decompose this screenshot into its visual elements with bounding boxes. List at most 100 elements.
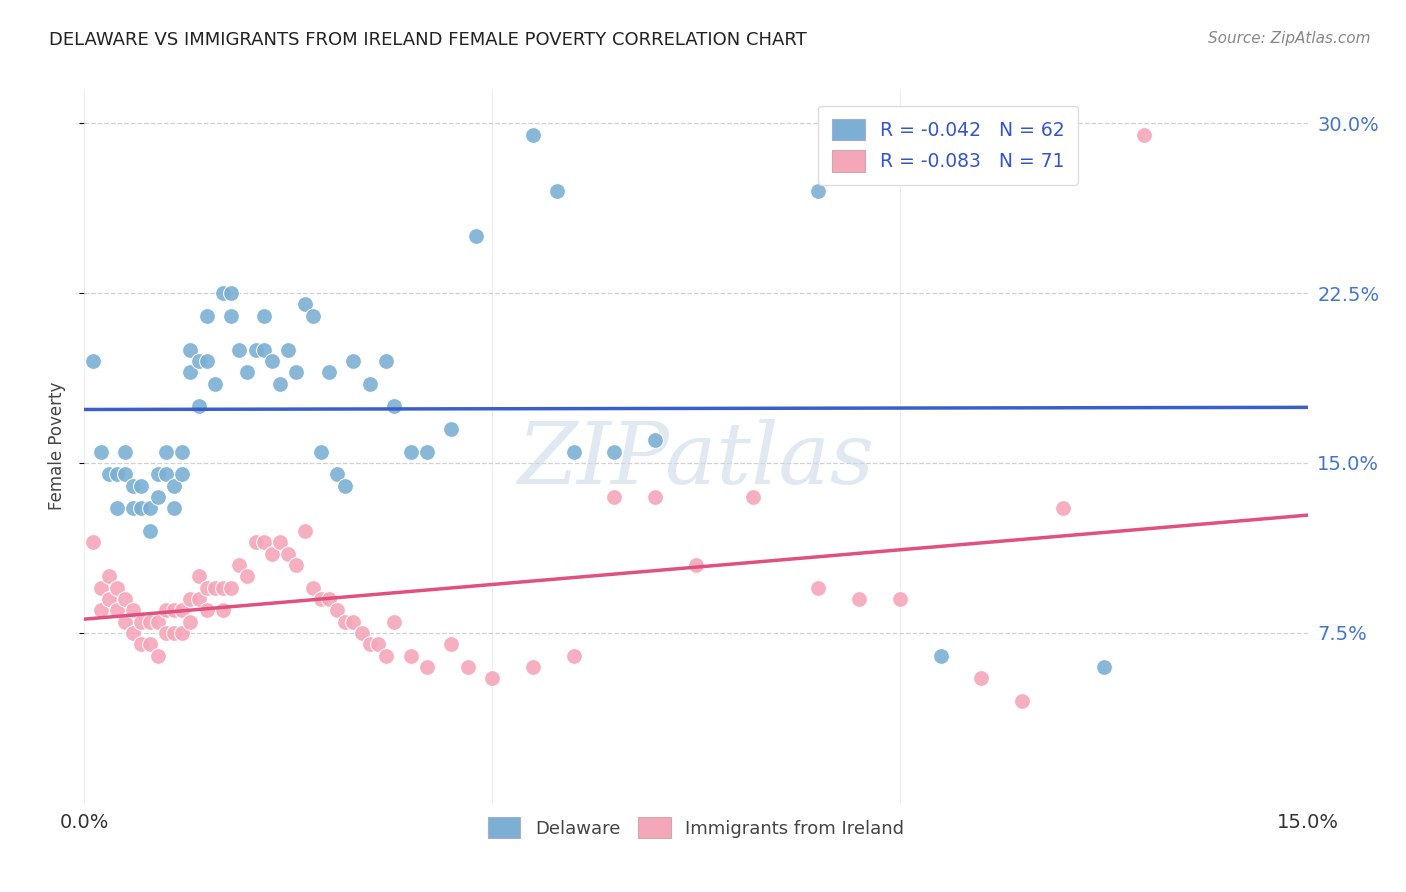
Point [105, 501, 128, 516]
Point [122, 478, 145, 492]
Point [1092, 660, 1115, 674]
Point [644, 490, 666, 504]
Point [318, 591, 340, 606]
Point [236, 365, 259, 379]
Point [301, 309, 323, 323]
Point [146, 648, 169, 663]
Point [179, 343, 201, 357]
Point [179, 591, 201, 606]
Point [367, 637, 389, 651]
Point [342, 354, 364, 368]
Text: DELAWARE VS IMMIGRANTS FROM IRELAND FEMALE POVERTY CORRELATION CHART: DELAWARE VS IMMIGRANTS FROM IRELAND FEMA… [49, 31, 807, 49]
Point [236, 569, 259, 583]
Point [399, 444, 422, 458]
Point [342, 615, 364, 629]
Legend: Delaware, Immigrants from Ireland: Delaware, Immigrants from Ireland [481, 810, 911, 845]
Point [131, 501, 153, 516]
Point [970, 671, 993, 685]
Text: Source: ZipAtlas.com: Source: ZipAtlas.com [1208, 31, 1371, 46]
Point [277, 343, 299, 357]
Point [375, 648, 398, 663]
Point [82, 535, 104, 549]
Point [253, 343, 276, 357]
Point [522, 128, 544, 142]
Point [90, 444, 112, 458]
Point [416, 444, 439, 458]
Point [179, 365, 201, 379]
Point [481, 671, 503, 685]
Point [260, 354, 283, 368]
Point [163, 603, 186, 617]
Point [138, 615, 160, 629]
Point [204, 581, 226, 595]
Point [889, 591, 911, 606]
Point [294, 524, 316, 538]
Point [399, 648, 422, 663]
Point [172, 444, 194, 458]
Point [82, 354, 104, 368]
Point [318, 365, 340, 379]
Point [1052, 501, 1074, 516]
Point [644, 434, 666, 448]
Point [359, 376, 381, 391]
Point [114, 615, 136, 629]
Point [105, 581, 128, 595]
Point [464, 229, 486, 244]
Point [848, 591, 870, 606]
Point [301, 581, 323, 595]
Point [1133, 128, 1156, 142]
Point [277, 547, 299, 561]
Point [359, 637, 381, 651]
Point [138, 524, 160, 538]
Point [285, 365, 308, 379]
Point [253, 309, 276, 323]
Point [179, 615, 201, 629]
Point [742, 490, 765, 504]
Point [172, 603, 194, 617]
Point [155, 603, 177, 617]
Point [146, 490, 169, 504]
Point [212, 581, 235, 595]
Point [195, 581, 218, 595]
Point [105, 603, 128, 617]
Point [90, 603, 112, 617]
Point [807, 184, 830, 198]
Point [562, 648, 585, 663]
Point [546, 184, 568, 198]
Point [155, 467, 177, 482]
Point [195, 603, 218, 617]
Point [440, 637, 463, 651]
Point [187, 354, 209, 368]
Point [457, 660, 479, 674]
Point [122, 603, 145, 617]
Point [253, 535, 276, 549]
Point [195, 309, 218, 323]
Point [522, 660, 544, 674]
Point [440, 422, 463, 436]
Point [309, 444, 332, 458]
Point [260, 547, 283, 561]
Point [245, 535, 267, 549]
Point [122, 626, 145, 640]
Point [219, 286, 242, 301]
Point [212, 286, 235, 301]
Point [269, 376, 291, 391]
Point [187, 569, 209, 583]
Point [350, 626, 373, 640]
Point [163, 501, 186, 516]
Point [335, 478, 357, 492]
Point [326, 603, 349, 617]
Text: ZIPatlas: ZIPatlas [517, 419, 875, 501]
Point [228, 343, 250, 357]
Point [146, 467, 169, 482]
Point [228, 558, 250, 572]
Point [97, 591, 120, 606]
Point [122, 501, 145, 516]
Point [105, 467, 128, 482]
Point [155, 444, 177, 458]
Point [807, 581, 830, 595]
Point [114, 591, 136, 606]
Point [219, 309, 242, 323]
Y-axis label: Female Poverty: Female Poverty [48, 382, 66, 510]
Point [375, 354, 398, 368]
